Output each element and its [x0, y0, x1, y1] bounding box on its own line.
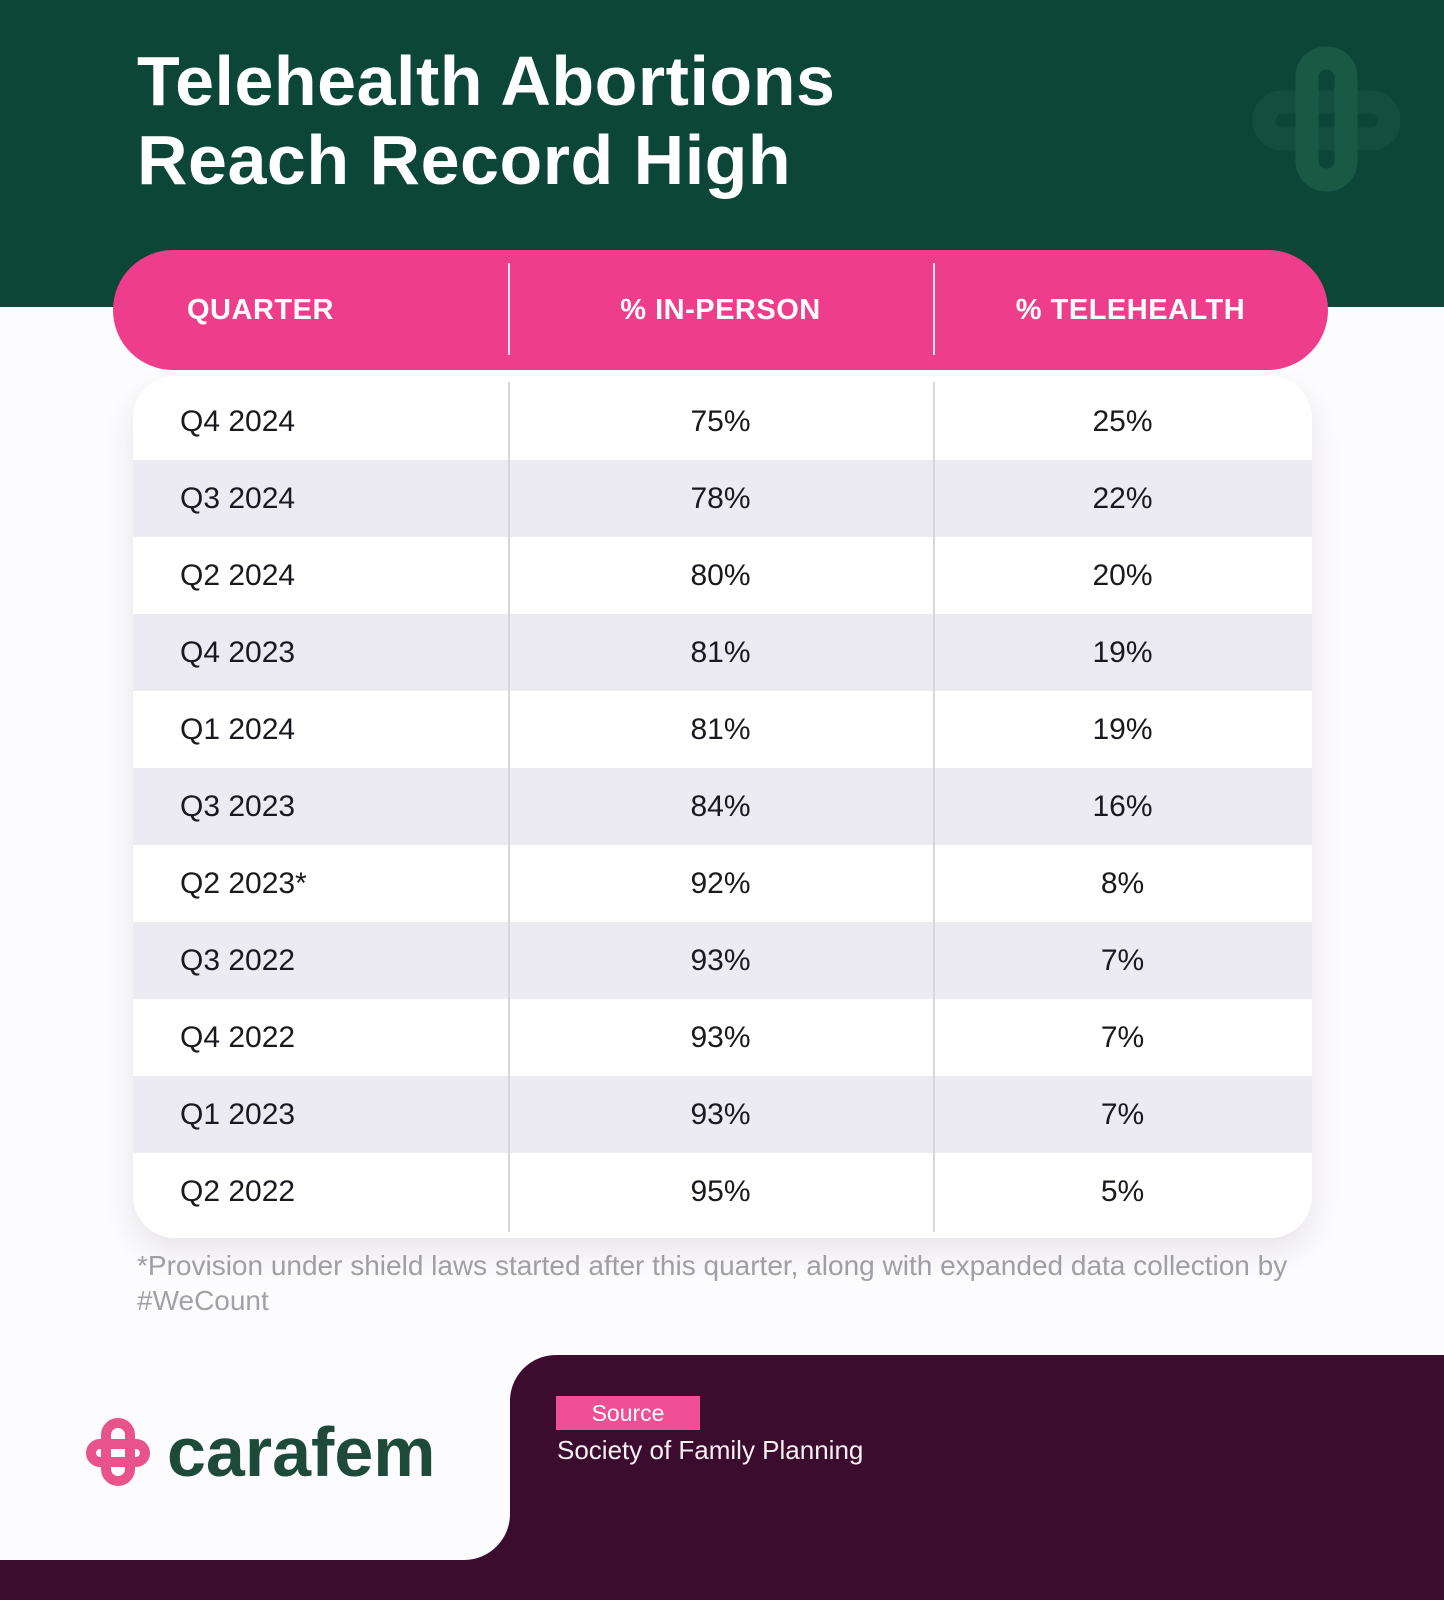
table-row: Q3 2022 93% 7% [133, 922, 1312, 999]
cell-in-person: 95% [690, 1174, 751, 1208]
column-divider [933, 382, 935, 1232]
footnote: *Provision under shield laws started aft… [137, 1250, 1288, 1316]
table-row: Q2 2022 95% 5% [133, 1153, 1312, 1230]
cell-telehealth: 25% [1092, 404, 1153, 438]
cell-in-person: 78% [690, 481, 751, 515]
cell-telehealth: 19% [1092, 712, 1153, 746]
page-title-line2: Reach Record High [137, 121, 792, 200]
source-name: Society of Family Planning [557, 1435, 864, 1465]
cell-in-person: 80% [690, 558, 751, 592]
column-header-quarter: QUARTER [187, 293, 334, 326]
table-row: Q3 2023 84% 16% [133, 768, 1312, 845]
cell-telehealth: 20% [1092, 558, 1153, 592]
table-row: Q1 2023 93% 7% [133, 1076, 1312, 1153]
table-row: Q3 2024 78% 22% [133, 460, 1312, 537]
cell-quarter: Q3 2022 [180, 943, 296, 977]
page-title: Telehealth Abortions Reach Record High [137, 42, 835, 200]
table-row: Q1 2024 81% 19% [133, 691, 1312, 768]
table-row: Q2 2023* 92% 8% [133, 845, 1312, 922]
data-table: Q4 2024 75% 25% Q3 2024 78% 22% Q2 2024 … [133, 376, 1312, 1238]
table-rows: Q4 2024 75% 25% Q3 2024 78% 22% Q2 2024 … [133, 376, 1312, 1230]
table-row: Q4 2024 75% 25% [133, 383, 1312, 460]
cell-quarter: Q4 2023 [180, 635, 296, 669]
cell-telehealth: 16% [1092, 789, 1153, 823]
cell-in-person: 81% [690, 712, 751, 746]
cell-telehealth: 7% [1100, 1020, 1145, 1054]
table-row: Q4 2022 93% 7% [133, 999, 1312, 1076]
cell-telehealth: 19% [1092, 635, 1153, 669]
cell-in-person: 75% [690, 404, 751, 438]
table-row: Q4 2023 81% 19% [133, 614, 1312, 691]
cell-in-person: 93% [690, 1020, 751, 1054]
page-title-line1: Telehealth Abortions [137, 42, 836, 120]
cell-quarter: Q2 2022 [180, 1174, 296, 1208]
cell-quarter: Q4 2024 [180, 404, 296, 438]
source-badge: Source [556, 1396, 700, 1430]
column-header-in-person: % IN-PERSON [620, 293, 821, 326]
cell-quarter: Q3 2023 [180, 789, 296, 823]
cell-quarter: Q1 2024 [180, 712, 296, 746]
cell-in-person: 81% [690, 635, 751, 669]
column-divider [508, 382, 510, 1232]
cell-telehealth: 5% [1100, 1174, 1145, 1208]
carafem-cross-icon [86, 1418, 150, 1486]
cell-telehealth: 7% [1100, 943, 1145, 977]
table-header-bar: QUARTER % IN-PERSON % TELEHEALTH [113, 250, 1328, 370]
cell-telehealth: 8% [1100, 866, 1145, 900]
header-divider [933, 263, 935, 355]
footer-maroon-panel: Source Society of Family Planning [510, 1355, 1444, 1600]
cell-in-person: 93% [690, 1097, 751, 1131]
cell-quarter: Q2 2023* [180, 866, 307, 900]
cell-telehealth: 22% [1092, 481, 1153, 515]
cell-in-person: 84% [690, 789, 751, 823]
carafem-logo: carafem [85, 1413, 436, 1491]
carafem-cross-icon [1252, 46, 1400, 192]
carafem-wordmark: carafem [167, 1413, 436, 1491]
footer: Source Society of Family Planning carafe… [0, 1355, 1444, 1600]
footer-white-notch: carafem [0, 1355, 510, 1560]
cell-quarter: Q1 2023 [180, 1097, 296, 1131]
column-header-telehealth: % TELEHEALTH [1015, 293, 1246, 326]
cell-in-person: 92% [690, 866, 751, 900]
cell-quarter: Q3 2024 [180, 481, 296, 515]
table-row: Q2 2024 80% 20% [133, 537, 1312, 614]
cell-quarter: Q4 2022 [180, 1020, 296, 1054]
cell-in-person: 93% [690, 943, 751, 977]
cell-telehealth: 7% [1100, 1097, 1145, 1131]
header-divider [508, 263, 510, 355]
cell-quarter: Q2 2024 [180, 558, 296, 592]
